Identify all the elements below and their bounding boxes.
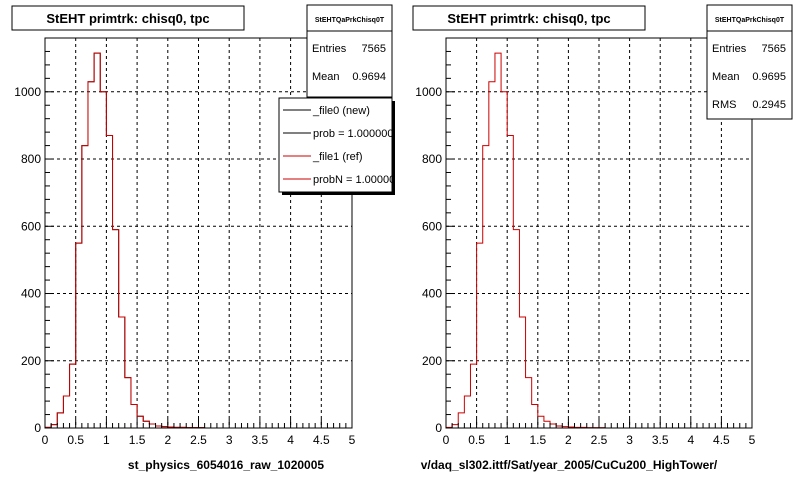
stats-value: 0.9694 [352,71,386,83]
legend-frame [278,97,393,193]
y-tick-label: 800 [21,152,41,166]
stats-label: Mean [712,71,740,83]
y-tick-label: 1000 [14,85,41,99]
y-axis: 0 200 400 600 800 1000 [415,37,455,435]
stats-box: StEHTQaPrkChisq0T Entries 7565 Mean 0.9694 [306,4,393,98]
x-tick-label: 0 [42,433,49,447]
x-tick-label: 3 [626,433,633,447]
x-axis: 0 0.5 1 1.5 2 2.5 3 3.5 4 4.5 5 [42,419,356,447]
stats-label: Mean [312,71,340,83]
stats-value: 7565 [762,43,786,55]
x-tick-label: 2 [565,433,572,447]
legend-entry: probN = 1.000000 [313,174,401,186]
y-axis: 0 200 400 600 800 1000 [14,37,54,435]
x-tick-label: 1.5 [129,433,146,447]
x-tick-label: 3.5 [252,433,269,447]
x-tick-label: 1 [504,433,511,447]
histogram-panel-2: 0 0.5 1 1.5 2 2.5 3 3.5 4 4.5 5 0 200 400 600 800 1000 v/… [412,4,793,472]
x-tick-label: 4.5 [713,433,730,447]
stats-value: 0.9695 [752,71,786,83]
y-tick-label: 0 [34,421,41,435]
stats-label: Entries [312,43,347,55]
y-tick-label: 400 [422,287,442,301]
y-tick-label: 800 [422,152,442,166]
y-tick-label: 1000 [415,85,442,99]
y-tick-label: 200 [422,354,442,368]
x-axis-title: st_physics_6054016_raw_1020005 [128,458,324,472]
x-tick-label: 1 [103,433,110,447]
x-tick-label: 1.5 [529,433,546,447]
x-tick-label: 2 [164,433,171,447]
x-tick-label: 3.5 [652,433,669,447]
title-box [11,5,245,31]
x-tick-label: 2.5 [190,433,207,447]
legend: _file0 (new) prob = 1.000000 _file1 (ref) p… [278,97,401,195]
x-axis-title: v/daq_sl302.ittf/Sat/year_2005/CuCu200_H… [421,458,718,472]
y-tick-label: 400 [21,287,41,301]
x-tick-label: 0 [443,433,450,447]
stats-frame [706,4,793,120]
stats-label: Entries [712,43,747,55]
stats-frame [306,4,393,98]
stats-value: 7565 [362,43,386,55]
legend-entries: _file0 (new) prob = 1.000000 _file1 (ref) p… [283,105,401,186]
stats-header: StEHTQaPrkChisq0T [715,17,785,24]
x-tick-label: 0.5 [468,433,485,447]
x-tick-label: 4 [287,433,294,447]
x-tick-label: 4 [687,433,694,447]
stats-label: RMS [712,99,736,111]
x-tick-label: 5 [349,433,356,447]
x-tick-label: 4.5 [313,433,330,447]
stats-value: 0.2945 [752,99,786,111]
legend-entry: _file0 (new) [312,105,370,117]
x-tick-label: 2.5 [591,433,608,447]
x-tick-label: 5 [749,433,756,447]
y-tick-label: 600 [21,219,41,233]
y-tick-label: 600 [422,219,442,233]
stats-box: StEHTQaPrkChisq0T Entries 7565 Mean 0.9695 RM… [706,4,793,120]
stats-header: StEHTQaPrkChisq0T [315,17,385,24]
y-tick-label: 0 [435,421,442,435]
y-tick-label: 200 [21,354,41,368]
x-tick-label: 0.5 [67,433,84,447]
histogram-panel-1: 0 0.5 1 1.5 2 2.5 3 3.5 4 4.5 5 0 200 400 600 800 1000 st… [11,4,401,472]
x-tick-label: 3 [226,433,233,447]
chart-title: StEHT primtrk: chisq0, tpc [447,11,610,26]
title-box [412,5,646,31]
legend-entry: _file1 (ref) [312,151,363,163]
grid [45,38,352,428]
chart-title: StEHT primtrk: chisq0, tpc [46,11,209,26]
x-axis: 0 0.5 1 1.5 2 2.5 3 3.5 4 4.5 5 [443,419,756,447]
legend-entry: prob = 1.000000 [313,128,393,140]
